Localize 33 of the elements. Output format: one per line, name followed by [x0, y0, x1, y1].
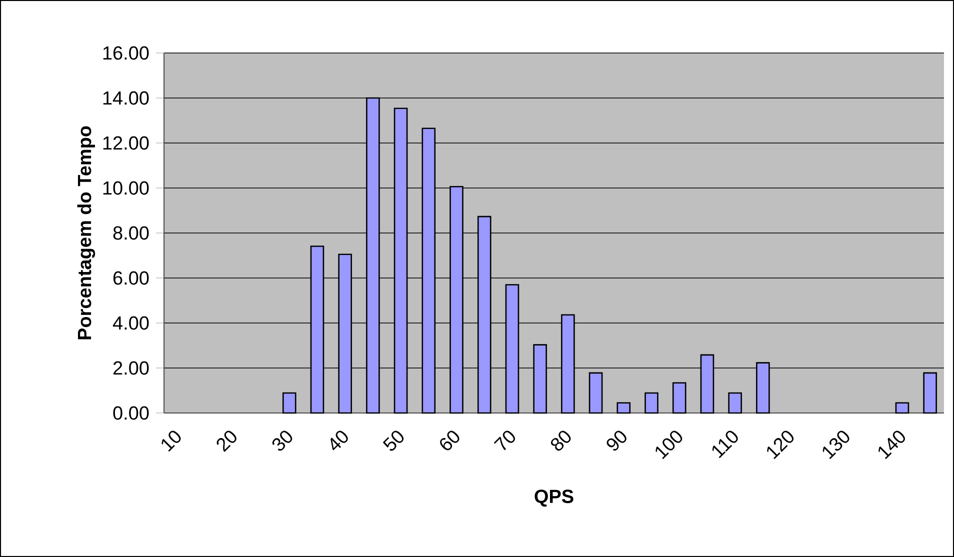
- x-tick-label: 110: [712, 430, 738, 458]
- y-tick-label: 14.00: [103, 91, 149, 105]
- x-tick-label: 80: [550, 430, 571, 451]
- y-tick-label: 12.00: [103, 136, 149, 150]
- y-tick-label: 2.00: [113, 361, 149, 375]
- bar: [728, 392, 742, 414]
- x-tick-label: 100: [656, 430, 682, 460]
- y-tick-label: 10.00: [103, 181, 149, 195]
- x-axis-title: QPS: [534, 490, 574, 507]
- bar: [895, 402, 910, 414]
- x-tick-label: 90: [606, 430, 626, 451]
- y-tick-label: 4.00: [112, 316, 149, 330]
- x-tick-label: 40: [330, 430, 348, 450]
- bar: [644, 392, 658, 414]
- x-tick-label: 70: [494, 430, 515, 450]
- y-tick-label: 6.00: [113, 271, 149, 285]
- y-tick-label: 8.00: [113, 226, 149, 240]
- y-axis-title: Porcentagem do Tempo: [77, 126, 96, 340]
- x-tick-label: 20: [216, 430, 236, 452]
- x-tick-label: 130: [822, 430, 850, 460]
- bar: [923, 372, 937, 414]
- x-tick-label: 10: [162, 430, 181, 452]
- bar: [588, 372, 603, 414]
- bar: [672, 382, 686, 414]
- bar: [616, 402, 631, 414]
- x-tick-label: 60: [440, 430, 460, 450]
- x-tick-label: 30: [272, 430, 292, 451]
- x-tick-label: 120: [767, 430, 794, 460]
- x-tick-label: 140: [878, 430, 905, 460]
- bar: [282, 392, 296, 414]
- x-tick-label: 50: [382, 430, 404, 451]
- y-tick-label: 0.00: [113, 406, 149, 420]
- y-tick-label: 16.00: [103, 46, 149, 60]
